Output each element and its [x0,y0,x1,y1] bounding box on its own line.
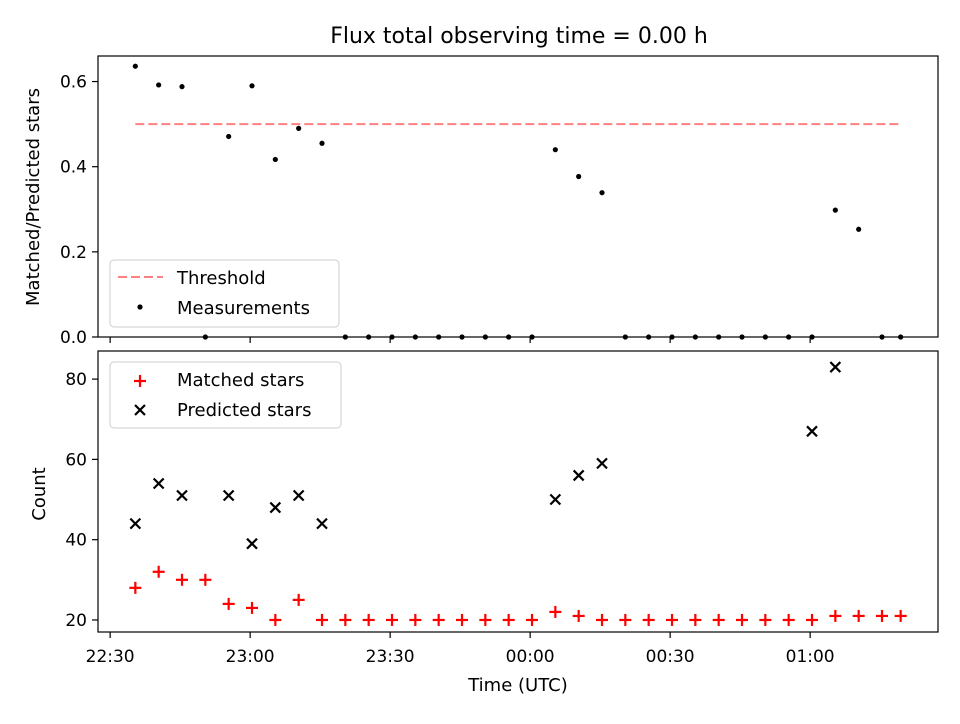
chart-title: Flux total observing time = 0.00 h [330,24,708,49]
matched-star-point [876,609,888,622]
measurement-point [856,226,862,232]
predicted-star-point [292,489,305,502]
matched-star-point [479,613,492,626]
predicted-star-point [596,457,608,470]
matched-star-point [852,609,865,622]
ratio-plot-area: 0.0 0.2 0.4 0.6 [60,63,904,348]
ratio-y-tick-label: 0.0 [60,328,87,348]
predicted-star-point [829,361,842,373]
x-tick-label: 00:00 [506,647,555,667]
matched-star-point [386,613,398,626]
predicted-legend-label: Predicted stars [177,400,311,421]
matched-star-point [199,573,212,586]
matched-legend-swatch [134,375,146,387]
x-tick-label: 23:30 [366,647,415,667]
measurement-point [226,133,232,140]
predicted-star-point [246,537,258,550]
ratio-panel: 0.0 0.2 0.4 0.6 Matched/Predicted stars Thr… [23,55,939,348]
measurement-point [272,156,278,163]
ratio-y-tick-label: 0.4 [60,158,87,178]
counts-y-axis-label: Count [29,467,50,520]
measurement-point [156,82,162,88]
predicted-star-point [222,489,235,502]
matched-star-point [152,565,165,578]
matched-star-point [526,613,538,626]
x-tick-label: 23:00 [226,647,275,667]
matched-star-point [689,613,702,626]
matched-star-point [596,613,608,626]
matched-star-point [806,613,818,626]
predicted-star-point [572,469,585,482]
matched-star-point [269,613,282,626]
predicted-star-point [129,517,142,530]
matched-star-point [894,609,907,622]
predicted-star-point [549,493,562,506]
matched-star-point [409,613,422,626]
measurement-point [249,83,255,89]
predicted-star-point [176,489,188,502]
predicted-star-point [152,477,165,490]
x-tick-label: 00:30 [646,647,695,667]
measurement-point [832,207,838,213]
matched-star-point [129,581,142,594]
x-tick-label: 22:30 [86,647,135,667]
counts-legend-box [109,361,342,429]
measurement-point [296,125,302,131]
matched-star-point [316,613,328,626]
counts-plot-area: 20 40 60 80 22:30 23:00 23:30 00:00 00:30 01:00 [65,361,907,667]
counts-panel: 20 40 60 80 22:30 23:00 23:30 00:00 00:30 01:00 C… [29,350,939,696]
ratio-y-tick-label: 0.6 [60,73,87,93]
matched-star-point [362,613,375,626]
measurement-point [179,84,185,90]
matched-star-point [339,613,352,626]
measurements-legend-swatch [137,304,143,310]
matched-star-point [712,613,725,626]
matched-star-point [292,593,305,606]
ratio-panel-frame [97,55,939,338]
x-tick-label: 01:00 [786,647,835,667]
measurements-legend-label: Measurements [177,298,310,319]
matched-star-point [456,613,468,626]
ratio-legend: Threshold Measurements [109,259,340,328]
matched-star-point [759,613,772,626]
counts-y-tick-label: 40 [65,531,87,551]
measurement-point [132,63,138,69]
threshold-legend-label: Threshold [176,268,266,289]
matched-star-point [572,609,585,622]
ratio-legend-box [109,259,340,328]
counts-y-tick-label: 60 [65,450,87,470]
measurement-point [552,147,558,153]
counts-legend: Matched stars Predicted stars [109,361,342,429]
predicted-legend-swatch [134,404,146,416]
measurement-point [319,140,325,146]
matched-star-point [642,613,655,626]
matched-star-point [432,613,445,626]
predicted-star-point [316,517,328,530]
ratio-y-axis-label: Matched/Predicted stars [23,88,44,306]
matched-star-point [619,613,632,626]
matched-star-point [176,573,188,586]
predicted-star-point [269,501,282,514]
matched-legend-label: Matched stars [177,370,304,391]
counts-panel-frame [97,350,939,633]
matched-star-point [829,609,842,622]
x-axis-label: Time (UTC) [467,675,568,696]
predicted-star-point [806,425,818,438]
ratio-y-tick-label: 0.2 [60,243,87,263]
matched-star-point [782,613,795,626]
matched-star-point [736,613,748,626]
counts-y-tick-label: 80 [65,370,87,390]
matched-star-point [222,597,235,610]
measurement-point [576,173,582,180]
measurement-point [599,190,605,196]
matched-star-point [549,605,562,618]
matched-star-point [246,601,258,614]
matched-star-point [666,613,678,626]
matched-star-point [502,613,515,626]
counts-y-tick-label: 20 [65,611,87,631]
